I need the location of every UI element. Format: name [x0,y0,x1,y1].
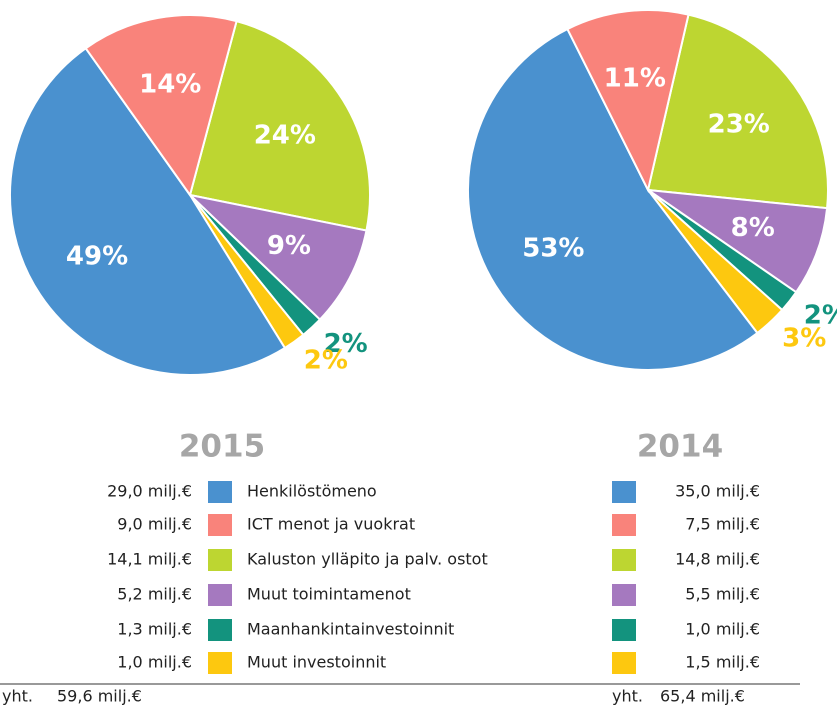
legend-amount: 29,0 milj.€ [107,482,192,501]
pie-slice [9,46,287,377]
legend-label: ICT menot ja vuokrat [247,515,415,534]
legend-swatch [208,514,232,536]
pie-slice [646,13,829,210]
total-value: 59,6 milj.€ [57,687,142,706]
legend-swatch [208,549,232,571]
pie-slice [467,27,759,371]
legend-swatch [612,619,636,641]
slice-label: 8% [731,213,775,243]
slice-label: 49% [66,241,128,271]
legend-amount: 1,3 milj.€ [117,620,192,639]
legend-swatch [208,652,232,674]
legend-amount: 14,8 milj.€ [675,550,760,569]
slice-label: 14% [139,70,201,100]
legend-amount: 1,0 milj.€ [685,620,760,639]
legend-label: Muut toimintamenot [247,585,411,604]
legend-amount: 7,5 milj.€ [685,515,760,534]
legend-swatch [612,481,636,503]
total-value: 65,4 milj.€ [660,687,745,706]
legend-amount: 9,0 milj.€ [117,515,192,534]
pie-title: 2014 [637,429,723,465]
legend-amount: 14,1 milj.€ [107,550,192,569]
legend-label: Muut investoinnit [247,653,386,672]
legend-amount: 1,5 milj.€ [685,653,760,672]
legend-amount: 5,5 milj.€ [685,585,760,604]
pie-slice [186,193,368,322]
legend-amount: 1,0 milj.€ [117,653,192,672]
total-label: yht. [2,687,33,706]
legend-amount: 5,2 milj.€ [117,585,192,604]
slice-label: 2% [304,345,348,375]
legend-swatch [612,652,636,674]
legend-swatch [612,584,636,606]
legend-label: Henkilöstömeno [247,482,377,501]
pie-slice [566,9,690,193]
legend-swatch [208,584,232,606]
slice-label: 11% [604,64,666,94]
pie-title: 2015 [179,429,265,465]
slice-label: 3% [782,324,826,354]
legend-swatch [612,549,636,571]
slice-label: 2% [804,300,837,330]
legend-label: Kaluston ylläpito ja palv. ostot [247,550,488,569]
slice-label: 23% [708,110,770,140]
slice-label: 53% [522,234,584,264]
legend-amount: 35,0 milj.€ [675,482,760,501]
pie-slice [84,14,238,198]
slice-label: 24% [254,121,316,151]
legend-swatch [208,619,232,641]
pie-slice [647,189,829,294]
pie-slice [188,19,371,232]
slice-label: 9% [267,231,311,261]
legend-swatch [208,481,232,503]
total-label: yht. [612,687,643,706]
legend-swatch [612,514,636,536]
legend-label: Maanhankintainvestoinnit [247,620,454,639]
slice-label: 2% [324,329,368,359]
